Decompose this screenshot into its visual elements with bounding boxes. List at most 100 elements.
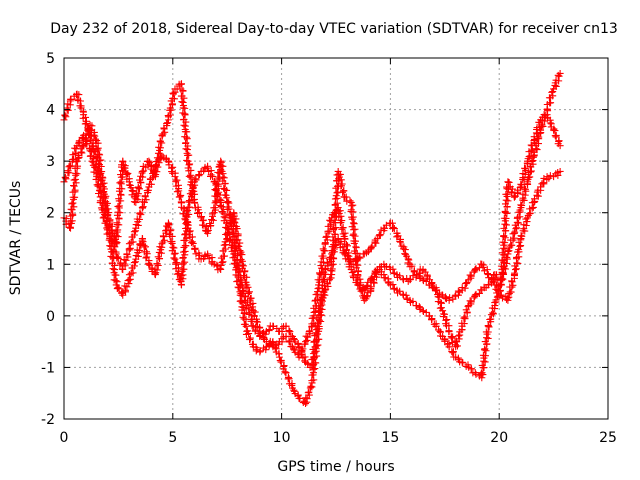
data-point-fill xyxy=(220,252,228,260)
data-point xyxy=(145,260,153,268)
data-point-fill xyxy=(280,362,288,370)
data-point-fill xyxy=(122,169,130,177)
data-point-fill xyxy=(511,269,519,277)
data-point-fill xyxy=(62,113,70,121)
data-point-fill xyxy=(522,222,530,230)
y-tick-label: -1 xyxy=(41,360,55,376)
data-point-fill xyxy=(278,324,286,332)
data-point-fill xyxy=(245,310,253,318)
data-point-fill xyxy=(171,249,179,257)
data-point xyxy=(471,291,479,299)
data-point-fill xyxy=(311,332,319,340)
data-point-fill xyxy=(271,344,279,352)
data-point-fill xyxy=(177,191,185,199)
data-point-fill xyxy=(453,342,461,350)
data-point-fill xyxy=(186,160,194,168)
y-tick-label: -2 xyxy=(41,412,55,428)
data-point-fill xyxy=(129,238,137,246)
data-point-fill xyxy=(246,336,254,344)
data-point-fill xyxy=(338,225,346,233)
data-point-fill xyxy=(310,360,318,368)
data-point-fill xyxy=(139,203,147,211)
data-point xyxy=(360,296,368,304)
data-point-fill xyxy=(422,278,430,286)
data-point-fill xyxy=(331,213,339,221)
data-point-fill xyxy=(68,200,76,208)
data-point-fill xyxy=(123,251,131,259)
data-point-fill xyxy=(226,237,234,245)
data-point-fill xyxy=(183,156,191,164)
data-point-fill xyxy=(290,345,298,353)
data-point xyxy=(112,240,120,248)
data-point-fill xyxy=(346,197,354,205)
data-point-fill xyxy=(305,328,313,336)
data-point-fill xyxy=(284,375,292,383)
data-point-fill xyxy=(218,259,226,267)
data-point-fill xyxy=(294,339,302,347)
data-point-fill xyxy=(394,232,402,240)
data-point-fill xyxy=(339,243,347,251)
data-point-fill xyxy=(381,224,389,232)
data-point-fill xyxy=(91,132,99,140)
data-point-fill xyxy=(191,199,199,207)
data-point-fill xyxy=(486,316,494,324)
data-point-fill xyxy=(232,215,240,223)
data-point-fill xyxy=(241,267,249,275)
data-point-fill xyxy=(75,91,83,99)
data-point xyxy=(230,209,238,217)
data-point-fill xyxy=(505,290,513,298)
data-point-fill xyxy=(199,216,207,224)
data-point-fill xyxy=(302,332,310,340)
data-point-fill xyxy=(484,334,492,342)
data-point-fill xyxy=(79,141,87,149)
data-point-fill xyxy=(512,266,520,274)
data-point-fill xyxy=(95,150,103,158)
data-point-fill xyxy=(67,95,75,103)
data-point-fill xyxy=(191,245,199,253)
data-point-fill xyxy=(208,216,216,224)
data-point-fill xyxy=(93,181,101,189)
data-point-fill xyxy=(136,176,144,184)
data-point-fill xyxy=(126,275,134,283)
data-point-fill xyxy=(122,256,130,264)
data-point-fill xyxy=(223,186,231,194)
data-point xyxy=(171,255,179,263)
data-point-fill xyxy=(180,121,188,129)
data-point-fill xyxy=(511,228,519,236)
data-point-fill xyxy=(422,308,430,316)
data-point-fill xyxy=(231,239,239,247)
data-point-fill xyxy=(244,304,252,312)
data-point-fill xyxy=(546,119,554,127)
data-point-fill xyxy=(153,161,161,169)
data-point-fill xyxy=(552,82,560,90)
data-point-fill xyxy=(322,233,330,241)
data-point-fill xyxy=(478,361,486,369)
data-point-fill xyxy=(94,146,102,154)
data-point-fill xyxy=(220,174,228,182)
data-point-fill xyxy=(82,136,90,144)
data-point-fill xyxy=(126,244,134,252)
data-point-fill xyxy=(367,244,375,252)
data-point xyxy=(67,224,75,232)
data-point-fill xyxy=(185,198,193,206)
data-point-fill xyxy=(331,195,339,203)
data-point-fill xyxy=(323,259,331,267)
data-point-fill xyxy=(153,154,161,162)
data-point-fill xyxy=(363,293,371,301)
data-point-fill xyxy=(97,169,105,177)
data-point-fill xyxy=(117,191,125,199)
data-point-fill xyxy=(173,270,181,278)
data-point-fill xyxy=(451,292,459,300)
data-point-fill xyxy=(206,219,214,227)
data-point-fill xyxy=(529,203,537,211)
data-point-fill xyxy=(460,314,468,322)
data-point-fill xyxy=(104,205,112,213)
data-point-fill xyxy=(204,252,212,260)
data-point-fill xyxy=(323,280,331,288)
data-point-fill xyxy=(168,239,176,247)
data-point-fill xyxy=(71,186,79,194)
data-point-fill xyxy=(217,261,225,269)
data-point-fill xyxy=(466,271,474,279)
data-point-fill xyxy=(134,221,142,229)
data-point-fill xyxy=(478,369,486,377)
